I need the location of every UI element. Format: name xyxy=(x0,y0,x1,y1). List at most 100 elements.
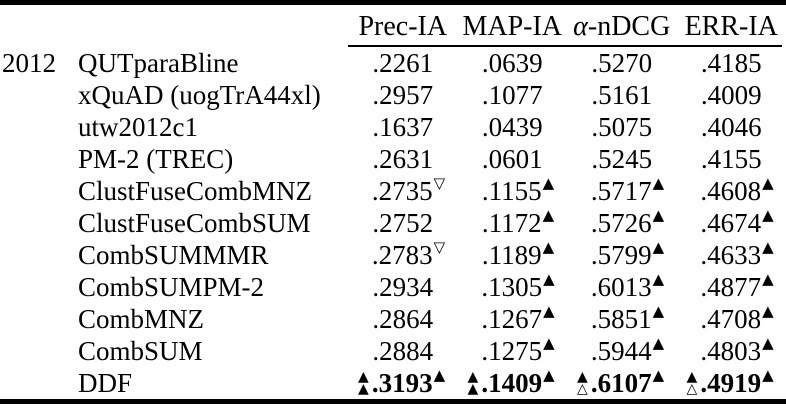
metric-value-prec-ia: .2631 xyxy=(348,146,458,173)
metric-number: .1275 xyxy=(481,335,543,366)
metric-value-map-ia: .0601 xyxy=(458,146,568,173)
metric-number: .5245 xyxy=(591,144,653,175)
significance-superscript-triangle-icon: ▲ xyxy=(652,205,665,224)
metric-value-err-ia: .4708 ▲ xyxy=(677,301,786,334)
metric-value-map-ia: .1189 ▲ xyxy=(458,237,568,270)
run-name: DDF xyxy=(78,367,133,398)
table-body: 2012 QUTparaBline .2261 .0639 .5270 .418… xyxy=(0,48,786,399)
metric-number: .2864 xyxy=(372,303,434,334)
metric-value-map-ia: .1267 ▲ xyxy=(458,301,568,334)
metric-value-prec-ia: .2957 xyxy=(348,82,458,109)
table-row: 2012 QUTparaBline .2261 .0639 .5270 .418… xyxy=(0,48,786,80)
metric-value-prec-ia: .2864 xyxy=(348,303,458,334)
significance-superscript-triangle-icon: ▲ xyxy=(543,365,555,384)
metric-number: .5851 xyxy=(590,303,652,334)
metric-number: .4803 xyxy=(700,335,762,366)
metric-number: .4877 xyxy=(700,271,762,302)
significance-superscript-triangle-icon: ▲ xyxy=(762,205,774,224)
significance-superscript-triangle-icon: ▲ xyxy=(652,365,665,384)
metric-value-err-ia: ▲ △ .4919 ▲ xyxy=(677,367,786,398)
run-name: CombSUM xyxy=(78,335,203,366)
metric-number: .5944 xyxy=(590,335,652,366)
significance-superscript-triangle-icon: ▲ xyxy=(762,269,774,288)
metric-value-alpha-ndcg: .5726 ▲ xyxy=(567,205,677,237)
significance-superscript-triangle-icon: ▲ xyxy=(652,174,665,193)
significance-superscript-triangle-icon: ▲ xyxy=(542,205,555,224)
metric-value-prec-ia: .2752 xyxy=(348,209,458,237)
significance-superscript-triangle-icon: ▲ xyxy=(762,237,774,256)
significance-prefix-triangles-icon: ▲ △ xyxy=(576,369,588,398)
metric-number: .4155 xyxy=(700,144,762,175)
table-row: CombSUM .2884 .1275 ▲ .5944 ▲ .4803 ▲ xyxy=(0,335,786,367)
column-header-map-ia: MAP-IA xyxy=(462,11,563,42)
significance-superscript-triangle-icon: ▲ xyxy=(542,237,555,256)
column-header-alpha-ndcg: α -nDCG xyxy=(573,11,671,42)
metric-number: .2261 xyxy=(372,48,434,79)
significance-superscript-triangle-icon: ▽ xyxy=(433,174,446,193)
table-row: CombSUMMMR .2783 ▽ .1189 ▲ .5799 ▲ .4633 ▲ xyxy=(0,239,786,271)
significance-prefix-triangles-icon: ▲ ▲ xyxy=(467,369,479,398)
metric-value-err-ia: .4009 xyxy=(677,82,786,109)
significance-superscript-triangle-icon: ▲ xyxy=(433,365,446,384)
metric-number: .5075 xyxy=(591,112,653,143)
metric-number: .1267 xyxy=(481,303,543,334)
header-underline-rule xyxy=(348,45,782,47)
metric-number: .2957 xyxy=(372,80,434,111)
metric-number: .6107 xyxy=(590,367,652,398)
run-name: CombSUMMMR xyxy=(78,239,269,270)
significance-superscript-triangle-icon: ▲ xyxy=(543,301,555,320)
metric-number: .2884 xyxy=(372,335,434,366)
column-header-err-ia: ERR-IA xyxy=(684,11,778,42)
significance-superscript-triangle-icon: ▲ xyxy=(543,333,555,352)
metric-value-err-ia: .4185 xyxy=(677,50,786,77)
metric-value-prec-ia: .2261 xyxy=(348,50,458,77)
metric-number: .1637 xyxy=(372,112,434,143)
significance-superscript-triangle-icon: ▲ xyxy=(762,301,774,320)
metric-number: .2735 xyxy=(371,176,433,207)
metric-number: .4009 xyxy=(700,80,762,111)
significance-superscript-triangle-icon: ▲ xyxy=(652,237,665,256)
run-name: CombMNZ xyxy=(78,303,205,334)
metric-number: .4919 xyxy=(700,367,762,398)
metric-number: .0439 xyxy=(481,112,543,143)
metric-number: .5161 xyxy=(591,80,653,111)
metric-value-prec-ia: .2783 ▽ xyxy=(348,237,458,270)
table-row: xQuAD (uogTrA44xl) .2957 .1077 .5161 .40… xyxy=(0,80,786,112)
metric-number: .4708 xyxy=(700,303,762,334)
run-name: CombSUMPM-2 xyxy=(78,271,265,302)
metric-number: .1077 xyxy=(481,80,543,111)
significance-superscript-triangle-icon: ▲ xyxy=(762,333,774,352)
significance-prefix-triangles-icon: ▲ ▲ xyxy=(357,369,369,398)
run-name: xQuAD (uogTrA44xl) xyxy=(78,80,321,111)
metric-value-prec-ia: .1637 xyxy=(348,114,458,141)
metric-value-alpha-ndcg: .5161 xyxy=(567,82,677,109)
metric-value-err-ia: .4608 ▲ xyxy=(677,176,786,207)
significance-superscript-triangle-icon: ▽ xyxy=(433,237,446,256)
metric-number: .2783 xyxy=(371,239,433,270)
metric-value-alpha-ndcg: .5245 xyxy=(567,146,677,173)
metric-value-err-ia: .4155 xyxy=(677,146,786,173)
significance-prefix-triangles-icon: ▲ △ xyxy=(686,369,698,398)
metric-value-alpha-ndcg: .5799 ▲ xyxy=(567,237,677,270)
metric-value-map-ia: .1305 ▲ xyxy=(458,269,568,301)
metric-value-alpha-ndcg: .5944 ▲ xyxy=(567,335,677,366)
significance-superscript-triangle-icon: ▲ xyxy=(652,301,665,320)
metric-number: .4608 xyxy=(700,176,762,207)
metric-value-alpha-ndcg: .5851 ▲ xyxy=(567,301,677,334)
table-row: ClustFuseCombSUM .2752 .1172 ▲ .5726 ▲ .46… xyxy=(0,205,786,240)
metric-number: .3193 xyxy=(371,367,433,398)
significance-superscript-triangle-icon: ▲ xyxy=(543,269,555,288)
table-row: DDF ▲ ▲ .3193 ▲ ▲ ▲ .1409 ▲ ▲ △ .6107 ▲ ▲ △ .4919 ▲ xyxy=(0,367,786,399)
metric-value-map-ia: ▲ ▲ .1409 ▲ xyxy=(458,365,568,398)
metric-number: .4633 xyxy=(700,239,762,270)
metric-number: .5799 xyxy=(590,239,652,270)
table-row: CombSUMPM-2 .2934 .1305 ▲ .6013 ▲ .4877 ▲ xyxy=(0,271,786,303)
table-bottom-rule xyxy=(0,399,786,404)
metric-number: .1189 xyxy=(481,239,542,270)
metric-value-err-ia: .4674 ▲ xyxy=(677,205,786,237)
significance-superscript-triangle-icon: ▲ xyxy=(542,174,555,193)
metric-value-err-ia: .4046 xyxy=(677,114,786,141)
metric-value-err-ia: .4803 ▲ xyxy=(677,333,786,366)
metric-value-alpha-ndcg: .6013 ▲ xyxy=(567,271,677,301)
